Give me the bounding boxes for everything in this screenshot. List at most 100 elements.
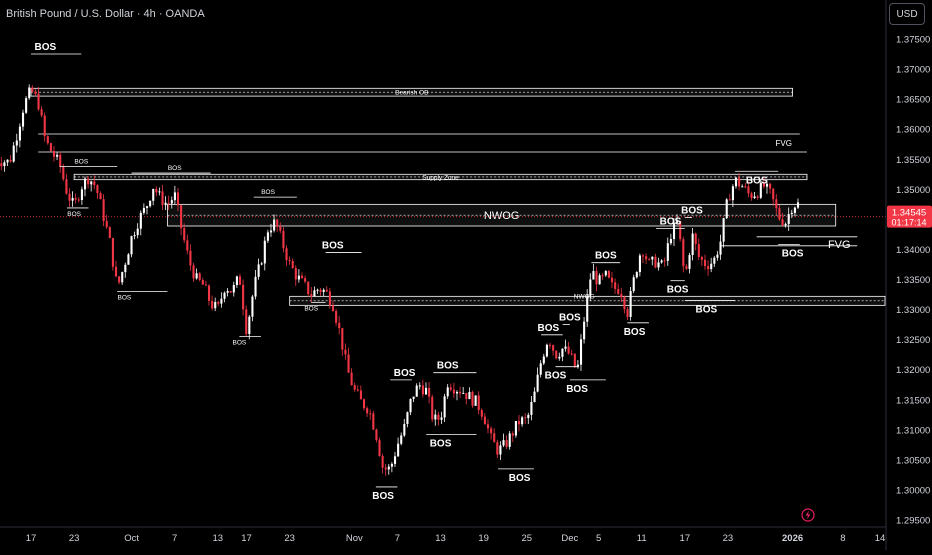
candle-body <box>238 276 242 285</box>
candle-body <box>434 414 437 420</box>
bos-label: BOS <box>261 189 275 196</box>
candle-body <box>170 200 173 204</box>
candle-body <box>59 154 62 167</box>
y-tick-label: 1.36000 <box>896 125 930 136</box>
candle-body <box>533 391 536 403</box>
candle-body <box>651 256 654 260</box>
candle-body <box>527 414 530 419</box>
candle-body <box>483 416 486 425</box>
candle-body <box>514 421 517 436</box>
candle-body <box>778 208 781 220</box>
candle-body <box>542 356 545 364</box>
candle-body <box>279 226 282 231</box>
bos-label: BOS <box>566 384 588 395</box>
candle-body <box>663 260 666 262</box>
candle-body <box>601 275 604 277</box>
candle-body <box>555 350 558 359</box>
candle-body <box>297 275 300 280</box>
candle-body <box>635 272 638 278</box>
candle-body <box>186 240 189 251</box>
candle-body <box>592 271 595 280</box>
bos-label: BOS <box>559 313 581 324</box>
candle-body <box>397 443 400 457</box>
bos-label: BOS <box>696 305 718 316</box>
candle-body <box>83 178 87 190</box>
candle-body <box>539 363 542 375</box>
candle-body <box>688 255 691 269</box>
candle-body <box>192 265 195 279</box>
candle-body <box>183 228 186 241</box>
candle-body <box>108 227 111 238</box>
bearish-ob-zone-label: Bearish OB <box>395 90 428 97</box>
candle-body <box>440 417 443 420</box>
x-tick-label: 13 <box>213 533 224 544</box>
candle-body <box>499 445 502 455</box>
candle-body <box>623 297 626 310</box>
x-tick-label: 14 <box>875 533 886 544</box>
candle-body <box>254 276 257 297</box>
candle-body <box>316 289 319 291</box>
candle-body <box>313 290 316 297</box>
candle-body <box>762 182 765 187</box>
candle-body <box>266 232 269 241</box>
candle-body <box>713 257 716 264</box>
candle-body <box>459 391 462 394</box>
candle-body <box>505 440 508 447</box>
candle-body <box>589 279 592 296</box>
candle-body <box>375 429 378 441</box>
candle-body <box>25 98 28 113</box>
candle-body <box>121 272 124 283</box>
candle-body <box>731 186 734 201</box>
candle-body <box>393 456 397 464</box>
bos-label: BOS <box>430 439 452 450</box>
bos-layer: BOSBOSBOSBOSBOSBOSBOSBOSBOSBOSBOSBOSBOSB… <box>31 42 804 502</box>
candle-body <box>567 346 570 354</box>
candle-body <box>480 410 483 417</box>
y-tick-label: 1.34000 <box>896 245 930 256</box>
candle-body <box>657 262 660 268</box>
candle-body <box>356 389 359 391</box>
candle-body <box>738 177 741 187</box>
bos-label: BOS <box>660 216 682 227</box>
candle-body <box>359 390 362 400</box>
candle-body <box>474 395 477 406</box>
y-tick-label: 1.37000 <box>896 65 930 76</box>
candle-body <box>620 293 623 298</box>
x-tick-label: 23 <box>284 533 295 544</box>
candle-body <box>164 202 167 206</box>
candle-body <box>31 87 34 92</box>
candle-body <box>173 192 176 201</box>
candle-body <box>260 263 263 265</box>
candle-body <box>654 256 657 268</box>
candle-body <box>62 166 65 180</box>
currency-selector[interactable]: USD <box>889 3 925 25</box>
candle-body <box>130 236 133 255</box>
fvg-line-upper-label: FVG <box>776 139 792 148</box>
candle-body <box>263 240 266 264</box>
candle-body <box>617 288 620 294</box>
candle-body <box>152 188 155 201</box>
y-tick-label: 1.31000 <box>896 425 930 436</box>
candle-body <box>424 387 428 395</box>
candle-body <box>638 255 641 273</box>
candle-body <box>719 241 722 255</box>
candle-body <box>294 268 297 280</box>
candle-body <box>124 264 127 273</box>
candle-body <box>765 183 769 187</box>
candle-body <box>114 266 118 277</box>
candle-body <box>347 354 350 373</box>
candle-body <box>524 417 527 419</box>
candle-body <box>96 185 99 194</box>
flash-icon[interactable] <box>801 508 815 522</box>
candle-body <box>139 212 142 229</box>
candle-body <box>493 433 496 443</box>
y-tick-label: 1.30000 <box>896 485 930 496</box>
candle-body <box>412 396 415 399</box>
candle-body <box>775 199 778 209</box>
candle-body <box>676 220 679 223</box>
candle-body <box>409 398 412 413</box>
bos-label: BOS <box>624 327 646 338</box>
